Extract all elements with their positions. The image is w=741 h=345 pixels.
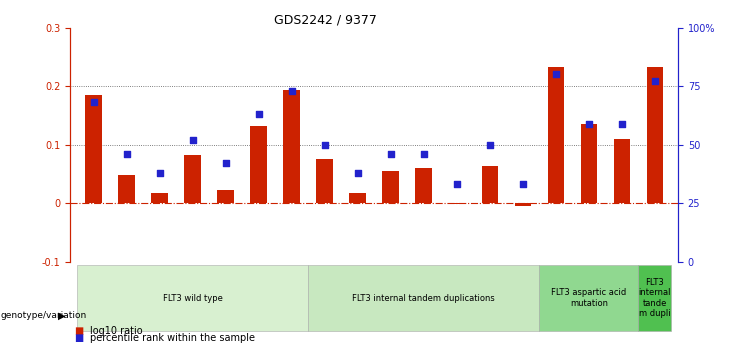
Point: [286, 88, 298, 93]
Bar: [548, 67, 564, 203]
Point: [550, 72, 562, 77]
Text: ■: ■: [74, 333, 83, 343]
Point: [649, 79, 661, 84]
Bar: [283, 90, 300, 203]
Bar: [382, 171, 399, 203]
Point: [187, 137, 199, 142]
Bar: [482, 166, 498, 203]
Point: [153, 170, 165, 175]
Text: percentile rank within the sample: percentile rank within the sample: [90, 333, 256, 343]
Bar: [85, 95, 102, 203]
Bar: [185, 155, 201, 203]
Point: [451, 181, 462, 187]
Bar: [250, 126, 267, 203]
Bar: [514, 203, 531, 206]
Point: [253, 111, 265, 117]
Text: log10 ratio: log10 ratio: [90, 326, 143, 336]
Bar: [448, 203, 465, 204]
FancyBboxPatch shape: [539, 265, 639, 331]
Title: GDS2242 / 9377: GDS2242 / 9377: [274, 13, 377, 27]
Bar: [217, 190, 234, 203]
Bar: [151, 193, 167, 203]
Bar: [119, 175, 135, 203]
Text: FLT3 wild type: FLT3 wild type: [162, 294, 222, 303]
Text: FLT3
internal
tande
m dupli: FLT3 internal tande m dupli: [639, 278, 671, 318]
Point: [121, 151, 133, 157]
FancyBboxPatch shape: [77, 265, 308, 331]
FancyBboxPatch shape: [308, 265, 539, 331]
Point: [484, 142, 496, 147]
Point: [616, 121, 628, 126]
Text: genotype/variation: genotype/variation: [1, 311, 87, 320]
Bar: [350, 193, 366, 203]
Text: ▶: ▶: [58, 311, 65, 321]
Text: FLT3 aspartic acid
mutation: FLT3 aspartic acid mutation: [551, 288, 626, 308]
Text: ■: ■: [74, 326, 83, 336]
Bar: [614, 139, 630, 203]
FancyBboxPatch shape: [639, 265, 671, 331]
Point: [583, 121, 595, 126]
Point: [319, 142, 330, 147]
Point: [87, 100, 99, 105]
Point: [517, 181, 529, 187]
Point: [352, 170, 364, 175]
Point: [385, 151, 396, 157]
Bar: [647, 67, 663, 203]
Point: [418, 151, 430, 157]
Bar: [416, 168, 432, 203]
Point: [219, 160, 231, 166]
Bar: [581, 124, 597, 203]
Text: FLT3 internal tandem duplications: FLT3 internal tandem duplications: [353, 294, 495, 303]
Bar: [316, 159, 333, 203]
